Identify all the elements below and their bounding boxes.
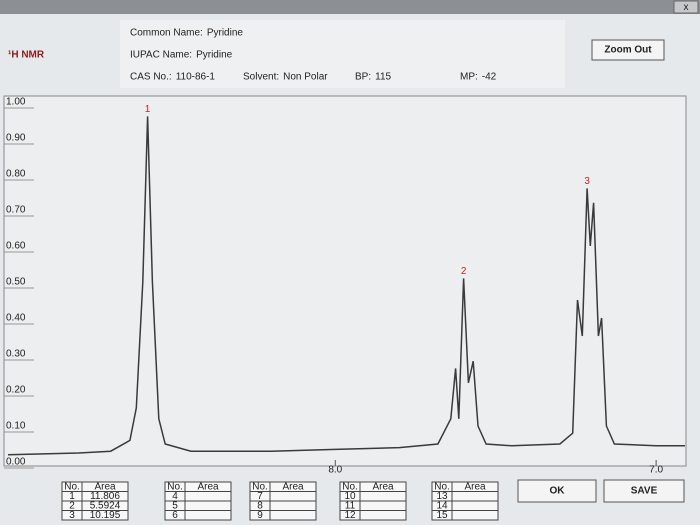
y-tick-label: 0.20 xyxy=(6,385,26,396)
table-cell: 7 xyxy=(257,491,263,502)
zoom-out-button[interactable] xyxy=(591,39,665,61)
table-cell: 5.5924 xyxy=(90,500,121,511)
table-cell: 1 xyxy=(69,491,75,502)
close-icon[interactable]: x xyxy=(684,2,689,13)
table-cell: 11.806 xyxy=(90,491,120,502)
table-header: No. xyxy=(342,481,358,492)
table-header: No. xyxy=(167,481,183,492)
table-header: Area xyxy=(197,481,219,492)
x-tick-label: 8.0 xyxy=(328,465,342,476)
table-cell: 11 xyxy=(345,500,356,511)
field-value: 115 xyxy=(375,72,391,83)
spectrum-line xyxy=(7,116,685,456)
table-header: No. xyxy=(434,481,450,492)
field-value: Non Polar xyxy=(283,72,328,83)
field-label: Solvent: xyxy=(243,72,279,83)
y-tick-label: 0.70 xyxy=(6,205,26,216)
info-panel xyxy=(120,20,565,88)
field-label: BP: xyxy=(355,72,371,83)
y-tick-label: 0.60 xyxy=(6,241,26,252)
x-tick-label: 7.0 xyxy=(649,465,663,476)
table-header: No. xyxy=(252,481,268,492)
table-cell: 10 xyxy=(344,491,356,502)
table-cell: 8 xyxy=(257,500,263,511)
table-header: Area xyxy=(282,481,304,492)
field-label: CAS No.: xyxy=(130,72,172,83)
plot-area xyxy=(3,95,687,467)
table-cell: 14 xyxy=(436,500,448,511)
table-cell: 5 xyxy=(172,500,178,511)
table-header: No. xyxy=(64,481,80,492)
save-label[interactable]: SAVE xyxy=(631,486,658,497)
field-label: IUPAC Name: xyxy=(130,50,192,61)
y-tick-label: 1.00 xyxy=(6,97,26,108)
peak-label: 3 xyxy=(584,176,590,187)
y-tick-label: 0.10 xyxy=(6,421,26,432)
ok-label[interactable]: OK xyxy=(550,486,566,497)
table-header: Area xyxy=(372,481,394,492)
field-value: 110-86-1 xyxy=(176,72,216,83)
table-cell: 4 xyxy=(172,491,178,502)
ok-button[interactable] xyxy=(517,479,597,503)
table-cell: 15 xyxy=(436,510,448,521)
field-value: -42 xyxy=(482,72,497,83)
table-cell: 12 xyxy=(344,510,356,521)
zoom-out-label[interactable]: Zoom Out xyxy=(604,45,652,56)
y-tick-label: 0.50 xyxy=(6,277,26,288)
y-tick-label: 0.90 xyxy=(6,133,26,144)
save-button[interactable] xyxy=(603,479,685,503)
table-cell: 10.195 xyxy=(90,510,121,521)
field-value: Pyridine xyxy=(207,28,244,39)
peak-label: 2 xyxy=(461,266,467,277)
table-cell: 3 xyxy=(69,510,75,521)
field-label: Common Name: xyxy=(130,28,203,39)
app-title: ¹H NMR xyxy=(8,50,45,61)
title-bar xyxy=(0,0,700,14)
y-tick-label: 0.80 xyxy=(6,169,26,180)
close-button[interactable] xyxy=(673,0,699,14)
table-header: Area xyxy=(464,481,486,492)
table-cell: 13 xyxy=(436,491,448,502)
y-tick-label: 0.30 xyxy=(6,349,26,360)
y-tick-label: 0.00 xyxy=(6,457,26,468)
table-cell: 6 xyxy=(172,510,178,521)
table-cell: 9 xyxy=(257,510,263,521)
table-cell: 2 xyxy=(69,500,75,511)
field-label: MP: xyxy=(460,72,478,83)
y-tick-label: 0.40 xyxy=(6,313,26,324)
peak-label: 1 xyxy=(145,104,151,115)
field-value: Pyridine xyxy=(196,50,233,61)
table-header: Area xyxy=(94,481,116,492)
